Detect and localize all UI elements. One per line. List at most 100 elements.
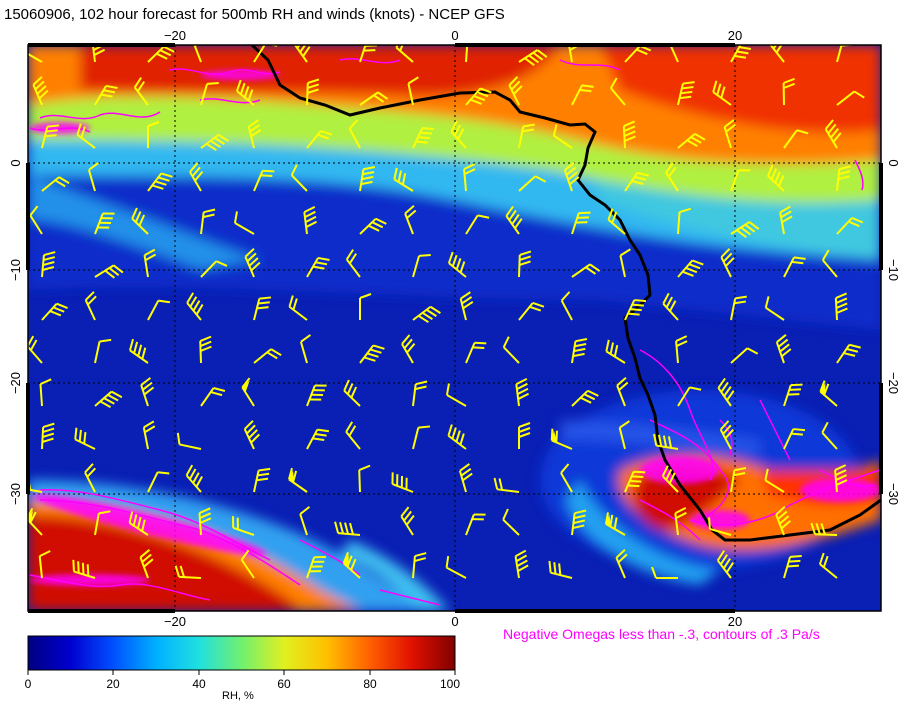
wind-barb-icon [662,292,679,321]
wind-barb-icon [147,471,170,493]
wind-barb-icon [493,477,520,493]
wind-barb-icon [675,335,688,364]
wind-barb-icon [128,511,149,536]
wind-barb-icon [407,76,419,106]
colorbar-tick-80: 80 [363,677,377,691]
wind-barb-icon [674,506,687,536]
wind-barb-icon [200,208,216,235]
wind-barb-icon [192,45,205,63]
wind-barb-icon [185,464,203,493]
wind-barb-icon [622,120,636,149]
wind-barb-icon [465,513,486,536]
wind-barb-icon [358,464,371,493]
lat-tick-left-0: 0 [8,159,23,166]
wind-barb-icon [199,335,212,364]
wind-barb-icon [824,119,842,149]
wind-barb-icon [359,344,385,364]
wind-barb-icon [607,208,626,235]
wind-barb-icon [131,207,149,235]
wind-barb-icon [303,205,318,235]
wind-barb-icon [147,45,175,63]
wind-barb-icon [142,420,156,450]
map-title: 15060906, 102 hour forecast for 500mb RH… [4,6,505,23]
wind-barb-icon [293,45,311,63]
wind-barb-icon [133,77,149,106]
wind-barb-icon [445,383,467,407]
lon-tick-bottom-e20: 20 [728,614,742,629]
wind-barb-icon [38,550,51,579]
wind-barb-icon [836,216,864,235]
wind-barb-icon [518,49,548,67]
wind-barb-icon [129,338,149,364]
wind-barb-icon [716,550,735,579]
lat-tick-right-s20: −20 [886,372,901,394]
wind-barb-icon [465,87,492,106]
wind-barb-icon [651,566,678,579]
wind-barb-icon [708,517,732,536]
wind-barb-icon [343,379,361,407]
wind-barb-icon [609,77,626,106]
wind-barb-icon [518,123,535,149]
wind-barb-icon [775,506,791,536]
wind-barb-icon [563,162,580,192]
lat-tick-right-s30: −30 [886,483,901,505]
wind-barb-icon [730,221,760,239]
wind-barb-icon [94,510,111,536]
wind-barb-icon [94,212,115,235]
wind-barb-icon [189,162,204,192]
wind-barb-icon [41,176,70,192]
wind-barb-icon [779,205,793,235]
wind-barb-icon [459,291,474,321]
wind-barb-icon [391,472,414,493]
wind-barb-icon [712,80,732,106]
wind-barb-icon [783,256,806,278]
wind-barb-icon [836,90,865,106]
wind-barb-icon [342,552,361,579]
colorbar-tick-60: 60 [277,677,291,691]
wind-barb-icon [720,248,735,278]
wind-barb-icon [176,432,202,450]
wind-barb-icon [548,560,573,579]
wind-barb-icon [412,380,428,407]
colorbar-tick-100: 100 [440,677,460,691]
wind-barb-icon [84,463,96,493]
wind-barb-icon [505,205,523,235]
wind-barb-icon [518,250,532,278]
lat-tick-right-0: 0 [886,159,901,166]
wind-barb-icon [730,45,754,63]
lat-tick-left-s10: −10 [8,259,23,281]
wind-barb-icon [615,549,628,579]
wind-barb-icon [730,295,747,321]
wind-barb-icon [139,549,154,579]
wind-barb-icon [518,175,547,192]
wind-barb-icon [624,470,646,493]
lon-tick-top-w20: −20 [164,28,186,43]
wind-barb-icon [508,76,523,106]
colorbar-tick-40: 40 [192,677,206,691]
wind-barb-icon [819,380,838,407]
wind-barb-icon [233,211,255,235]
wind-barb-icon [653,433,679,450]
wind-barb-icon [348,119,361,149]
wind-barb-icon [518,422,531,449]
colorbar-tick-0: 0 [25,677,32,691]
wind-barb-icon [730,467,747,493]
wind-barb-icon [571,338,588,364]
wind-barb-icon [821,249,838,278]
coastline [250,45,881,542]
wind-barb-icon [730,169,751,192]
wind-barb-icon [834,464,848,493]
wind-barb-icon [458,463,473,493]
wind-barb-icon [32,76,49,106]
wind-barb-icon [783,129,809,149]
wind-barb-icon [247,119,262,149]
wind-barb-icon [231,516,255,536]
wind-barb-icon [769,45,785,63]
lon-tick-bottom-w20: −20 [164,614,186,629]
wind-barb-icon [299,506,311,536]
wind-barb-icon [74,427,96,450]
wind-barb-icon [94,264,124,279]
wind-barb-icon [515,377,530,407]
wind-barb-icon [571,263,601,278]
